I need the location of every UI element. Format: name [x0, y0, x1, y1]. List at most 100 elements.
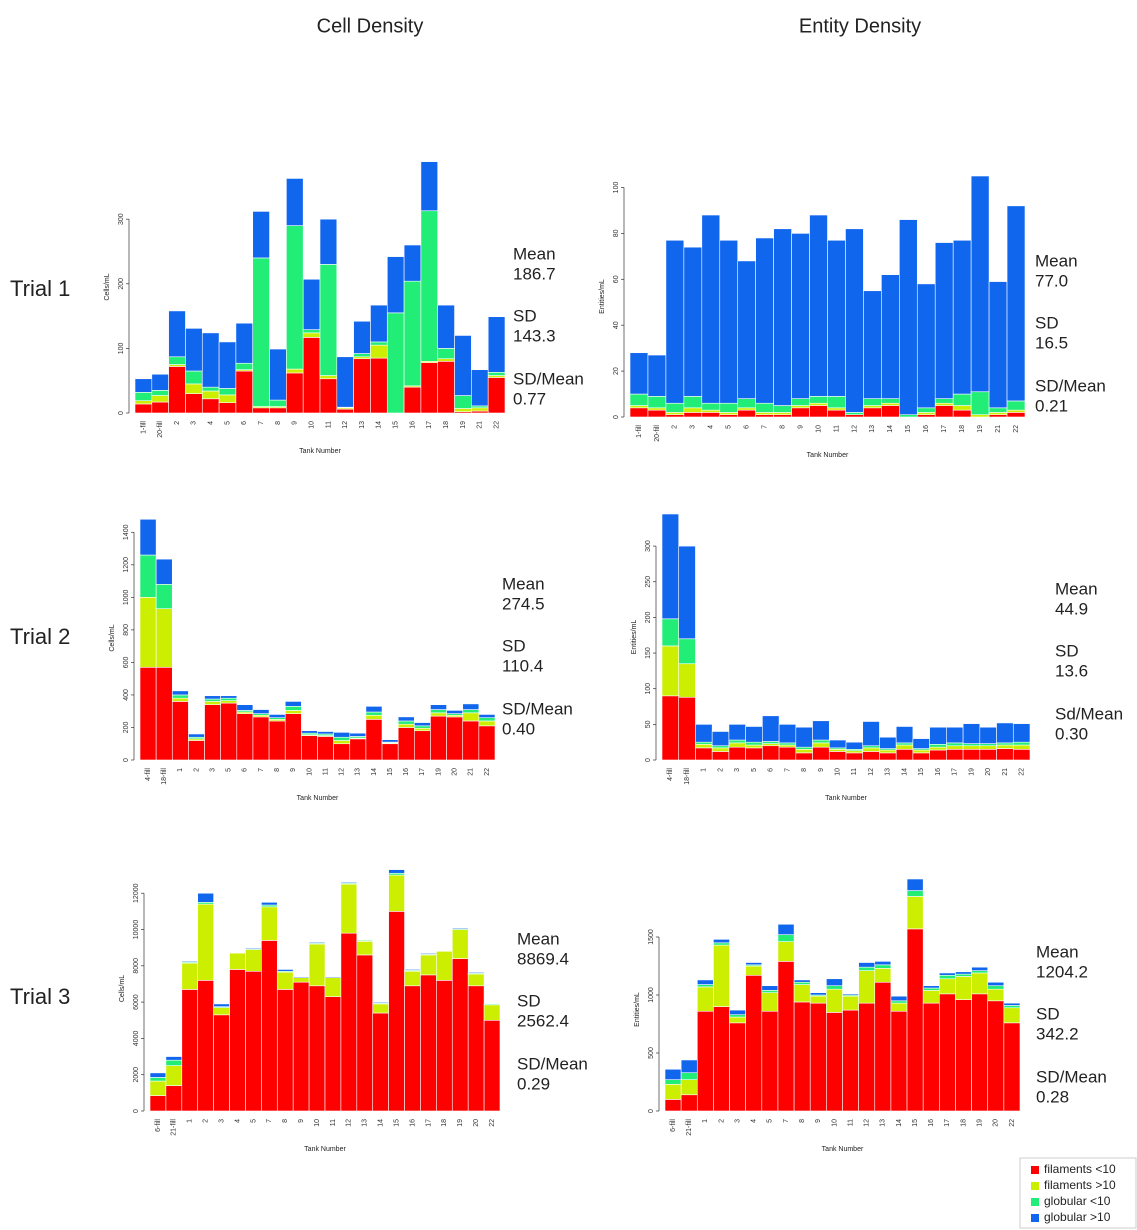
x-tick-label: 8 — [274, 768, 281, 772]
bar-segment — [218, 388, 237, 396]
y-tick-label: 200 — [645, 611, 652, 623]
bar-segment — [420, 954, 437, 976]
stat-value: 0.40 — [502, 719, 535, 738]
y-tick-label: 10000 — [133, 920, 140, 940]
x-tick-label: 3 — [734, 1119, 741, 1123]
stat-value: 13.6 — [1055, 661, 1088, 680]
x-tick-label: 20-fill — [654, 425, 661, 442]
bar-segment — [286, 372, 304, 414]
bar-segment — [827, 407, 846, 411]
legend-swatch — [1031, 1214, 1039, 1222]
x-tick-label: 5 — [250, 1119, 257, 1123]
bar-segment — [916, 414, 936, 418]
bar-segment — [139, 597, 157, 668]
bar-segment — [149, 1095, 167, 1112]
stat-value: 77.0 — [1035, 271, 1068, 290]
bar-segment — [284, 701, 302, 707]
y-tick-label: 250 — [645, 576, 652, 588]
bar-segment — [695, 744, 713, 749]
bar-segment — [372, 1012, 389, 1112]
bar-segment — [370, 357, 388, 414]
x-tick-label: 3 — [191, 421, 198, 425]
bar-segment — [970, 414, 990, 418]
bar-segment — [664, 1084, 682, 1100]
bar-segment — [711, 731, 730, 747]
bar-segment — [906, 878, 924, 891]
x-tick-label: 21-fill — [686, 1119, 693, 1136]
x-tick-label: 4-fill — [145, 768, 152, 781]
bar-segment — [683, 246, 703, 397]
bar-segment — [952, 239, 972, 395]
bar-segment — [149, 1077, 167, 1082]
bar-segment — [809, 995, 827, 1004]
x-tick-label: 3 — [218, 1119, 225, 1123]
bar-segment — [134, 403, 153, 414]
row-label: Trial 3 — [10, 984, 70, 1009]
bar-segment — [683, 396, 703, 409]
bar-segment — [773, 412, 792, 416]
bar-segment — [165, 1059, 183, 1066]
bar-segment — [678, 545, 696, 640]
bar-segment — [701, 409, 721, 413]
bar-segment — [793, 984, 811, 1003]
bar-segment — [181, 989, 199, 1112]
bar-segment — [906, 896, 924, 930]
x-tick-label: 9 — [298, 1119, 305, 1123]
stat-value: 8869.4 — [517, 949, 569, 968]
bar-segment — [713, 1006, 730, 1112]
bar-segment — [863, 290, 882, 399]
bar-segment — [996, 722, 1014, 744]
bar-segment — [719, 412, 739, 416]
bar-segment — [220, 700, 238, 704]
bar-segment — [301, 735, 318, 761]
bar-segment — [1006, 409, 1026, 413]
bar-segment — [388, 869, 405, 874]
bar-segment — [970, 175, 990, 393]
bar-segment — [890, 1010, 908, 1112]
bar-segment — [695, 724, 713, 743]
bar-segment — [319, 218, 338, 265]
legend-label: filaments >10 — [1044, 1178, 1116, 1192]
stat-label: Mean — [1036, 942, 1079, 961]
bar-segment — [955, 973, 972, 977]
y-tick-label: 200 — [123, 722, 130, 734]
bar-segment — [430, 709, 447, 714]
bar-segment — [386, 312, 405, 414]
bar-segment — [729, 1009, 746, 1016]
bar-segment — [420, 362, 439, 414]
stat-label: SD — [517, 991, 541, 1010]
bar-segment — [701, 214, 721, 404]
bar-segment — [778, 724, 797, 744]
bar-segment — [317, 736, 334, 761]
bar-segment — [664, 1068, 682, 1080]
bar-segment — [971, 993, 989, 1112]
bar-segment — [204, 695, 221, 700]
bar-segment — [906, 890, 924, 897]
bar-segment — [696, 984, 714, 988]
bar-segment — [235, 362, 254, 371]
bar-segment — [683, 412, 703, 418]
stat-value: 0.30 — [1055, 724, 1088, 743]
bar-segment — [946, 742, 964, 747]
x-tick-label: 14 — [901, 768, 908, 776]
stat-value: 0.28 — [1036, 1087, 1069, 1106]
bar-segment — [286, 178, 304, 226]
bar-segment — [139, 666, 157, 761]
bar-segment — [204, 704, 221, 761]
bar-segment — [791, 405, 810, 409]
x-tick-label: 8 — [799, 1119, 806, 1123]
x-tick-label: 14 — [378, 1119, 385, 1127]
bar-segment — [939, 993, 956, 1112]
bar-segment — [737, 260, 756, 399]
bar-segment — [890, 995, 908, 1002]
legend-label: globular <10 — [1044, 1194, 1111, 1208]
x-tick-label: 16 — [409, 421, 416, 429]
x-tick-label: 12 — [851, 425, 858, 433]
bar-segment — [629, 352, 649, 395]
y-tick-label: 50 — [645, 720, 652, 728]
bar-segment — [467, 973, 485, 987]
bar-segment — [762, 715, 780, 742]
bar-segment — [890, 1000, 908, 1004]
bar-segment — [827, 409, 846, 418]
